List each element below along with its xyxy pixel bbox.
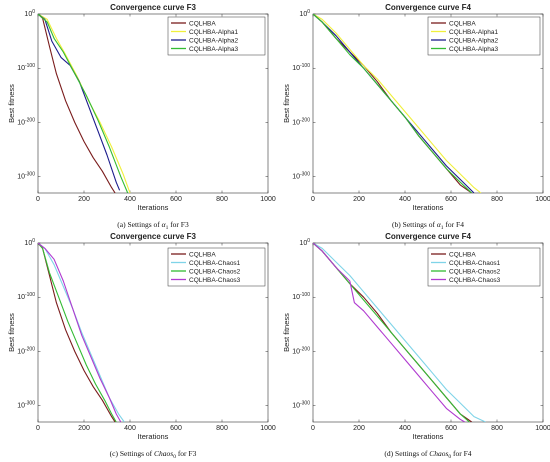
- legend-box: [427, 247, 541, 287]
- x-tick-label: 400: [124, 196, 136, 203]
- y-tick-label: 10-100: [292, 292, 310, 301]
- x-tick-label: 200: [353, 196, 365, 203]
- panel-caption: (c) Settings of Chaos0 for F3: [110, 449, 197, 460]
- legend-entry: CQLHBA-Chaos3: [449, 277, 501, 284]
- chart-panel-1: Convergence curve F3 0 200 400 600 800 1000 100…: [7, 3, 276, 212]
- y-tick-label: 10-200: [292, 346, 310, 355]
- y-tick-label: 100: [299, 9, 310, 18]
- y-axis-label: Best fitness: [282, 313, 291, 352]
- series-line-cqlhba-chaos2: [38, 243, 117, 422]
- x-tick-label: 800: [216, 425, 228, 432]
- y-tick-label: 10-100: [292, 63, 310, 72]
- legend-entry: CQLHBA: [449, 251, 476, 258]
- y-tick-label: 10-100: [17, 292, 35, 301]
- x-tick-label: 0: [311, 196, 315, 203]
- x-tick-label: 1000: [260, 425, 276, 432]
- series-group: [38, 14, 131, 193]
- panel-caption: (a) Settings of α1 for F3: [117, 220, 189, 231]
- y-tick-label: 10-200: [17, 346, 35, 355]
- chart-title: Convergence curve F3: [110, 3, 196, 12]
- x-tick-label: 200: [78, 196, 90, 203]
- x-tick-label: 600: [445, 425, 457, 432]
- x-axis-label: Iterations: [138, 203, 169, 212]
- chart-title: Convergence curve F4: [385, 3, 471, 12]
- chart-panel-2: Convergence curve F4 0 200 400 600 800 1000 100…: [282, 3, 550, 212]
- series-group: [313, 14, 482, 193]
- series-line-cqlhba-chaos1: [38, 243, 125, 422]
- y-tick-label: 10-300: [17, 172, 35, 181]
- chart-panel-3: Convergence curve F3 0 200 400 600 800 1000 100…: [7, 232, 276, 441]
- legend-entry: CQLHBA: [189, 251, 216, 258]
- chart-title: Convergence curve F4: [385, 232, 471, 241]
- legend-entry: CQLHBA: [449, 20, 476, 27]
- y-tick-label: 10-300: [292, 401, 310, 410]
- y-tick-label: 10-300: [17, 401, 35, 410]
- y-tick-label: 100: [24, 9, 35, 18]
- x-axis-label: Iterations: [413, 203, 444, 212]
- y-tick-label: 10-200: [17, 117, 35, 126]
- legend-entry: CQLHBA-Alpha1: [189, 29, 239, 36]
- y-tick-label: 10-100: [17, 63, 35, 72]
- y-axis-label: Best fitness: [7, 313, 16, 352]
- series-line-cqlhba-alpha3: [38, 14, 129, 193]
- legend-entry: CQLHBA-Alpha3: [449, 46, 499, 53]
- x-axis-label: Iterations: [138, 432, 169, 441]
- legend-entry: CQLHBA-Chaos1: [449, 260, 501, 267]
- x-axis-label: Iterations: [413, 432, 444, 441]
- x-tick-label: 400: [124, 425, 136, 432]
- panel-caption: (b) Settings of α1 for F4: [392, 220, 464, 231]
- series-line-cqlhba-chaos3: [313, 243, 466, 422]
- y-tick-label: 10-200: [292, 117, 310, 126]
- series-line-cqlhba-chaos1: [313, 243, 486, 422]
- legend-entry: CQLHBA-Chaos2: [449, 268, 501, 275]
- x-tick-label: 0: [36, 425, 40, 432]
- y-tick-label: 100: [24, 238, 35, 247]
- legend-entry: CQLHBA-Alpha1: [449, 29, 499, 36]
- x-tick-label: 200: [78, 425, 90, 432]
- series-line-cqlhba-alpha1: [313, 14, 482, 193]
- series-line-cqlhba-chaos3: [38, 243, 122, 422]
- y-axis-label: Best fitness: [7, 84, 16, 123]
- x-tick-label: 400: [399, 196, 411, 203]
- x-tick-label: 1000: [535, 196, 550, 203]
- chart-panel-4: Convergence curve F4 0 200 400 600 800 1000 100…: [282, 232, 550, 441]
- panel-caption: (d) Settings of Chaos0 for F4: [384, 449, 471, 460]
- series-line-cqlhba: [38, 14, 116, 193]
- legend-entry: CQLHBA-Chaos3: [189, 277, 241, 284]
- x-tick-label: 600: [170, 425, 182, 432]
- x-tick-label: 1000: [260, 196, 276, 203]
- x-tick-label: 800: [491, 196, 503, 203]
- legend-entry: CQLHBA-Alpha2: [449, 37, 499, 44]
- series-line-cqlhba-alpha3: [313, 14, 473, 193]
- x-tick-label: 800: [216, 196, 228, 203]
- legend-entry: CQLHBA-Alpha3: [189, 46, 239, 53]
- chart-title: Convergence curve F3: [110, 232, 196, 241]
- x-tick-label: 800: [491, 425, 503, 432]
- y-tick-label: 10-300: [292, 172, 310, 181]
- y-axis-label: Best fitness: [282, 84, 291, 123]
- y-tick-label: 100: [299, 238, 310, 247]
- x-tick-label: 0: [311, 425, 315, 432]
- series-group: [38, 243, 125, 422]
- x-tick-label: 200: [353, 425, 365, 432]
- legend-entry: CQLHBA-Chaos2: [189, 268, 241, 275]
- x-tick-label: 600: [170, 196, 182, 203]
- x-tick-label: 600: [445, 196, 457, 203]
- x-tick-label: 400: [399, 425, 411, 432]
- x-tick-label: 1000: [535, 425, 550, 432]
- x-tick-label: 0: [36, 196, 40, 203]
- legend-entry: CQLHBA: [189, 20, 216, 27]
- legend-box: [427, 16, 541, 56]
- legend-entry: CQLHBA-Chaos1: [189, 260, 241, 267]
- legend-entry: CQLHBA-Alpha2: [189, 37, 239, 44]
- series-group: [313, 243, 486, 422]
